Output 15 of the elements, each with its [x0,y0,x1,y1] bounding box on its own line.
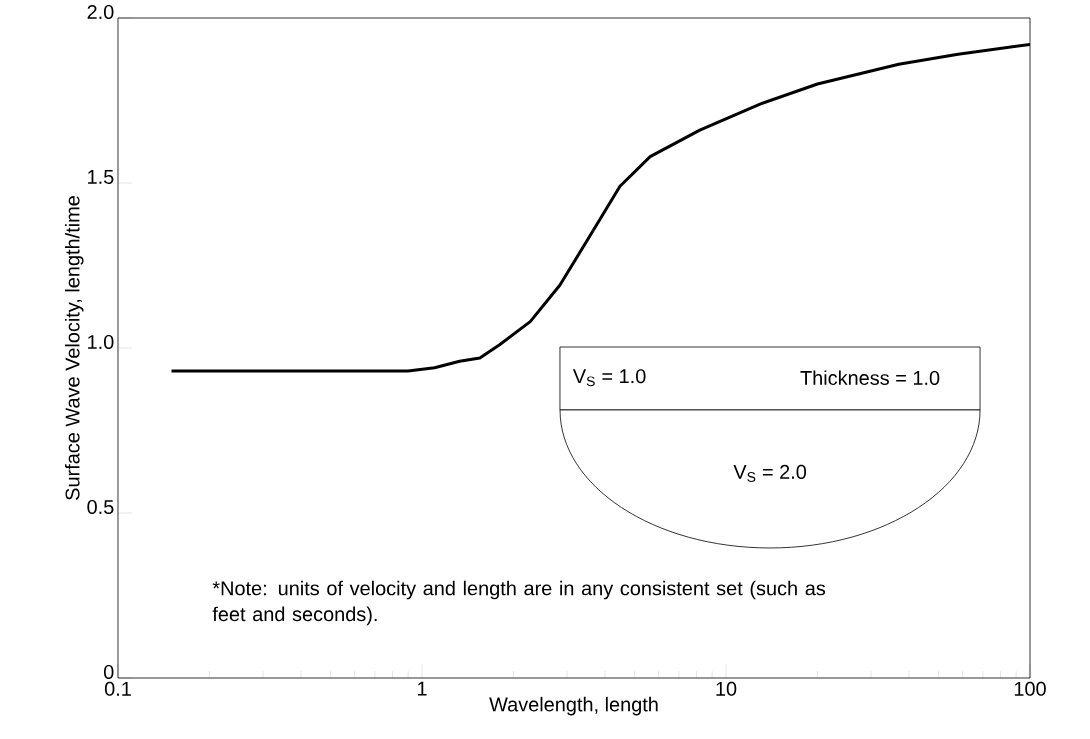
y-tick-label: 2.0 [87,4,114,20]
annotation: *Note: units of velocity and length are in any consistent set (such as feet and seconds). [212,580,826,626]
y-tick-label: 1.5 [88,170,114,184]
annotation: V$_{S}$ = 2.0 [733,464,807,482]
x-tick-label: 100 [1014,681,1046,696]
y-axis-title: Surface Wave Velocity, length/time [64,196,84,500]
x-tick-label: 0.1 [104,681,131,696]
y-tick-label: 1.0 [88,334,114,350]
y-tick-label: 0.5 [87,499,114,515]
annotation: V$_{S}$ = 1.0 [572,369,646,387]
x-tick-label: 1 [417,681,427,696]
x-tick-label: 10 [716,681,737,696]
y-tick-label: 0 [103,664,114,680]
x-axis-title: Wavelength, length [489,696,658,716]
annotation: Thickness = 1.0 [800,370,940,385]
